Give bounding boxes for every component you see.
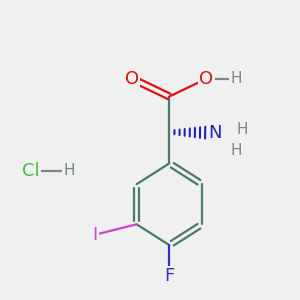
Text: H: H (236, 122, 248, 137)
Text: H: H (230, 71, 242, 86)
Text: O: O (125, 70, 139, 88)
Text: H: H (63, 163, 75, 178)
Text: I: I (92, 226, 98, 244)
Text: H: H (230, 142, 242, 158)
Text: N: N (208, 124, 222, 142)
Text: F: F (164, 267, 174, 285)
Text: O: O (200, 70, 214, 88)
Text: Cl: Cl (22, 162, 40, 180)
